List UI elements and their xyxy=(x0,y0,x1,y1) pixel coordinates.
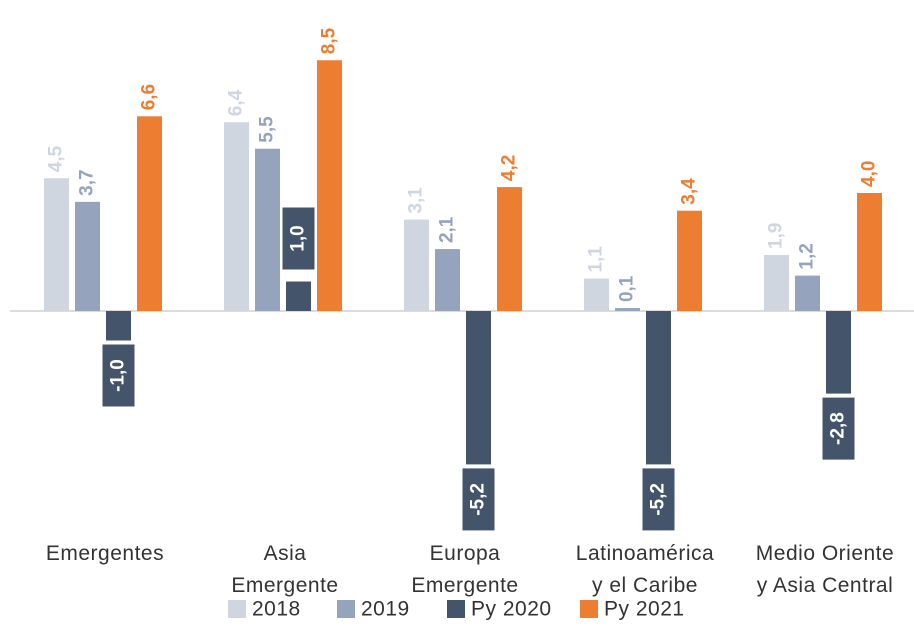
bar xyxy=(44,178,69,311)
bar xyxy=(584,278,609,311)
data-label: 6,4 xyxy=(226,89,247,116)
bar xyxy=(75,201,100,311)
bar xyxy=(764,254,789,311)
data-label: -5,2 xyxy=(648,483,669,516)
bar xyxy=(615,308,640,311)
legend-label: 2019 xyxy=(361,598,410,621)
data-label: 3,4 xyxy=(679,178,700,205)
label-box xyxy=(822,397,855,460)
legend-swatch xyxy=(580,600,598,618)
data-label: 1,0 xyxy=(288,225,309,251)
data-label: 3,1 xyxy=(406,187,427,214)
bar xyxy=(497,187,522,311)
bar xyxy=(677,210,702,311)
legend-label: Py 2021 xyxy=(604,598,685,621)
data-label: -5,2 xyxy=(468,483,489,516)
data-label: 4,5 xyxy=(46,145,67,172)
data-label: 1,1 xyxy=(586,246,607,273)
data-label: -2,8 xyxy=(828,412,849,445)
data-label: 0,1 xyxy=(617,275,638,302)
data-label: 4,0 xyxy=(859,161,880,187)
label-box xyxy=(642,468,675,531)
data-label: 1,2 xyxy=(797,243,818,269)
data-label: 6,6 xyxy=(139,84,160,110)
x-tick-label: Medio Oriente y Asia Central xyxy=(755,542,895,597)
bar xyxy=(826,311,851,394)
bar xyxy=(106,311,131,341)
label-box xyxy=(282,207,315,270)
legend-swatch xyxy=(447,600,465,618)
legend-label: 2018 xyxy=(252,598,301,621)
bar xyxy=(224,122,249,311)
bar xyxy=(857,193,882,311)
bar xyxy=(286,281,311,311)
legend-label: Py 2020 xyxy=(471,598,552,621)
bar xyxy=(466,311,491,465)
bar xyxy=(646,311,671,465)
legend-swatch xyxy=(228,600,246,618)
x-tick-label: Latinoamérica y el Caribe xyxy=(575,542,715,597)
bar xyxy=(795,275,820,311)
x-tick-label: Emergentes xyxy=(45,542,165,565)
label-box xyxy=(462,468,495,531)
x-tick-label: Europa Emergente xyxy=(411,542,519,597)
data-label: 8,5 xyxy=(319,27,340,54)
data-label: 2,1 xyxy=(437,216,458,243)
bar xyxy=(404,219,429,311)
bar xyxy=(255,148,280,311)
bar xyxy=(317,60,342,311)
data-label: 3,7 xyxy=(77,169,98,195)
data-label: -1,0 xyxy=(108,359,129,392)
label-box xyxy=(102,344,135,407)
bar xyxy=(435,249,460,311)
bar xyxy=(137,116,162,311)
legend-swatch xyxy=(337,600,355,618)
data-label: 1,9 xyxy=(766,223,787,249)
x-tick-label: Asia Emergente xyxy=(231,542,339,597)
data-label: 5,5 xyxy=(257,116,278,143)
data-label: 4,2 xyxy=(499,155,520,181)
